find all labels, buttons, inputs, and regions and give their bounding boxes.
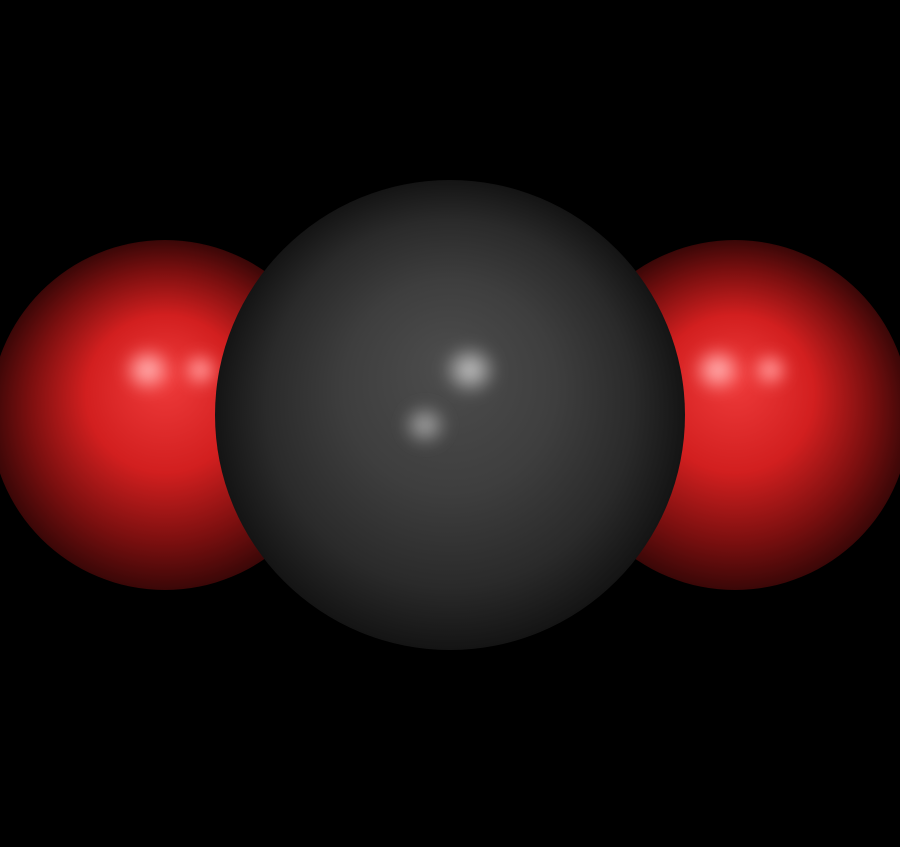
molecule-svg [0,0,900,847]
specular-highlight-oxygen-left-1 [122,346,174,394]
specular-highlight-carbon-center-1 [442,344,498,396]
atoms-group [0,180,900,650]
specular-highlight-oxygen-left-2 [180,351,220,389]
specular-highlight-carbon-center-2 [401,403,449,447]
specular-highlight-oxygen-right-1 [692,346,744,394]
specular-highlight-oxygen-right-2 [750,351,790,389]
atom-carbon-center [215,180,685,650]
molecule-render-stage [0,0,900,847]
